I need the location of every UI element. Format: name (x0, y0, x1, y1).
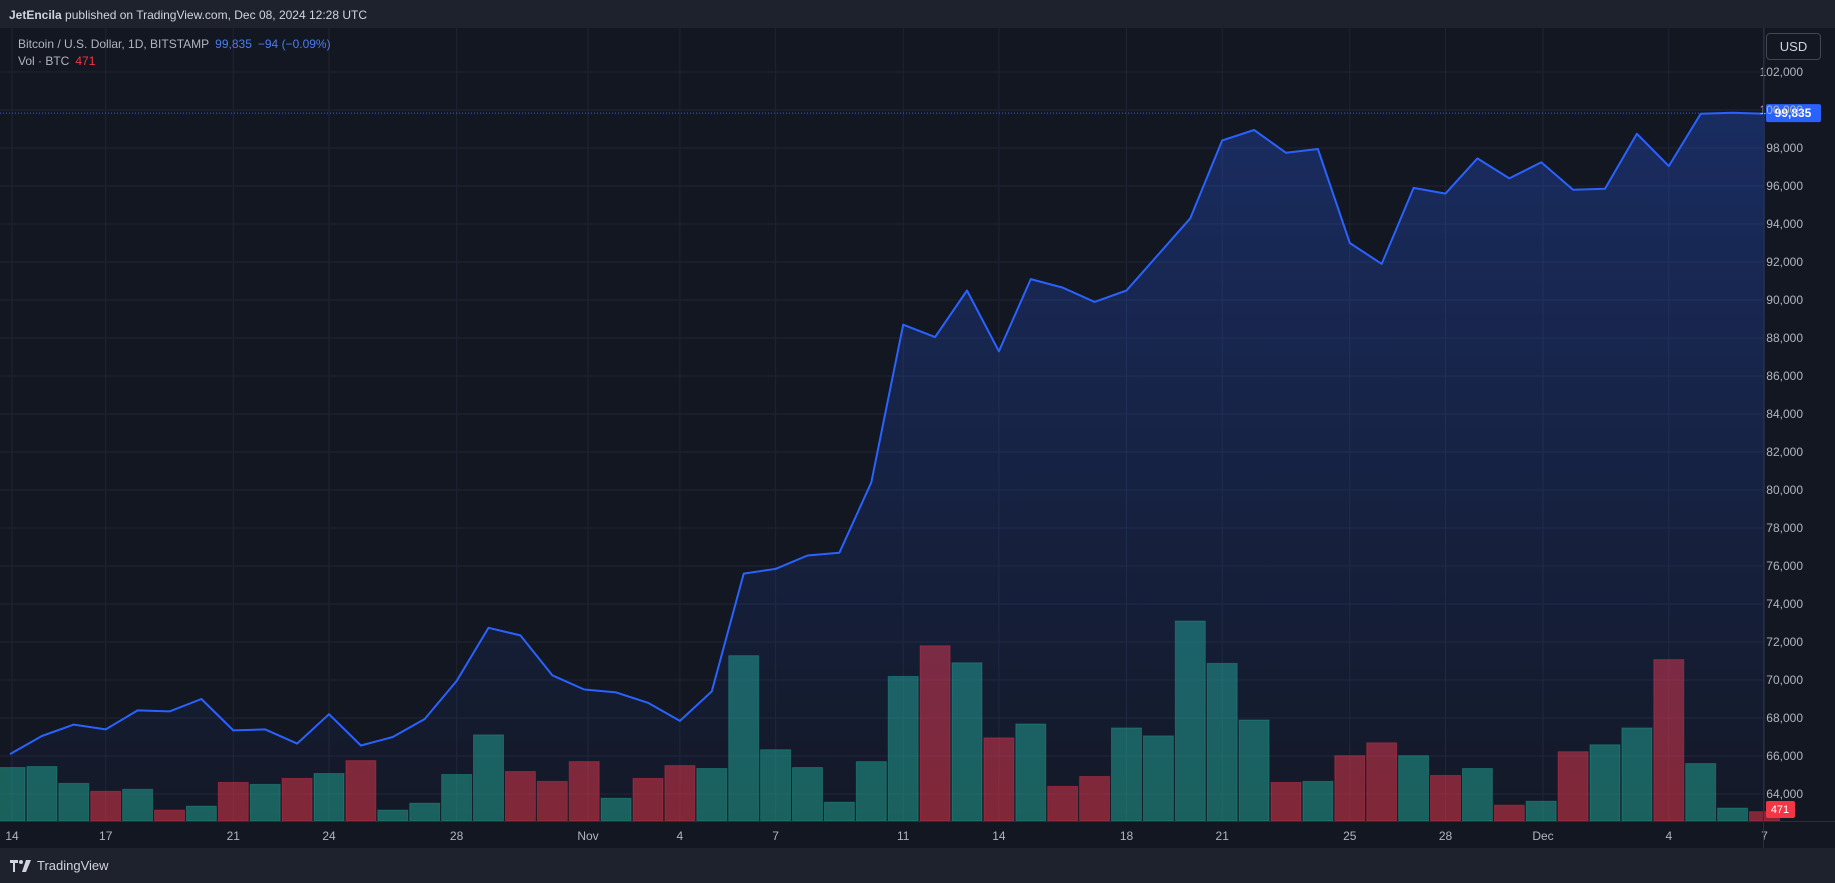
y-tick-label: 66,000 (1766, 749, 1803, 763)
symbol-title: Bitcoin / U.S. Dollar, 1D, BITSTAMP (18, 37, 210, 51)
y-tick-label: 84,000 (1766, 407, 1803, 421)
tradingview-logo-icon (10, 859, 31, 872)
y-tick-label: 80,000 (1766, 483, 1803, 497)
y-tick-label: 98,000 (1766, 141, 1803, 155)
y-tick-label: 72,000 (1766, 635, 1803, 649)
y-tick-label: 82,000 (1766, 445, 1803, 459)
last-price-label: 99,835 (1775, 106, 1812, 120)
y-tick-label: 90,000 (1766, 293, 1803, 307)
volume-value: 471 (75, 54, 96, 68)
price-area (9, 111, 1765, 822)
y-tick-label: 92,000 (1766, 255, 1803, 269)
price-chart[interactable]: 99,835 471 64,000 66,000 68,000 70,000 72,000… (0, 28, 1835, 848)
y-tick-label: 88,000 (1766, 331, 1803, 345)
x-tick-label: 11 (897, 829, 910, 843)
publisher-info: JetEncila published on TradingView.com, … (9, 8, 367, 22)
y-tick-label: 86,000 (1766, 369, 1803, 383)
y-tick-label: 70,000 (1766, 673, 1803, 687)
volume-row[interactable]: Vol · BTC 471 (18, 53, 331, 70)
x-tick-label: 7 (772, 829, 779, 843)
y-tick-label: 96,000 (1766, 179, 1803, 193)
chart-legend: Bitcoin / U.S. Dollar, 1D, BITSTAMP 99,83… (18, 36, 331, 70)
publish-details: published on TradingView.com, Dec 08, 20… (65, 8, 368, 22)
currency-button[interactable]: USD (1766, 33, 1821, 60)
y-tick-label: 76,000 (1766, 559, 1803, 573)
last-price: 99,835 (215, 37, 252, 51)
chart-pane[interactable]: 99,835 471 64,000 66,000 68,000 70,000 72,000… (0, 28, 1835, 848)
x-tick-label: 28 (450, 829, 464, 843)
x-tick-label: 28 (1439, 829, 1453, 843)
x-tick-label: 25 (1343, 829, 1357, 843)
tradingview-logo[interactable]: TradingView (10, 858, 109, 873)
y-tick-label: 102,000 (1760, 65, 1804, 79)
x-tick-label: 4 (677, 829, 684, 843)
x-tick-label: 7 (1761, 829, 1768, 843)
volume-label: Vol · BTC (18, 54, 70, 68)
price-area-fill (10, 112, 1765, 822)
x-tick-label: 14 (992, 829, 1006, 843)
symbol-row[interactable]: Bitcoin / U.S. Dollar, 1D, BITSTAMP 99,83… (18, 36, 331, 53)
y-tick-label: 100,000 (1760, 103, 1804, 117)
x-tick-label: 21 (227, 829, 241, 843)
y-tick-label: 78,000 (1766, 521, 1803, 535)
price-line-overlay: 99,835 471 (0, 104, 1821, 818)
last-volume-label: 471 (1771, 804, 1789, 816)
last-volume-badge (1766, 801, 1795, 818)
x-tick-label: 4 (1665, 829, 1672, 843)
x-tick-label: 14 (5, 829, 19, 843)
y-tick-label: 94,000 (1766, 217, 1803, 231)
x-tick-label: 17 (99, 829, 113, 843)
footer-bar: TradingView (0, 848, 1835, 883)
brand-name: TradingView (37, 858, 109, 873)
price-line (9, 111, 1765, 755)
y-tick-label: 74,000 (1766, 597, 1803, 611)
x-tick-label: 21 (1216, 829, 1230, 843)
x-tick-label: Nov (577, 829, 598, 843)
x-tick-label: 24 (322, 829, 336, 843)
x-tick-label: Dec (1532, 829, 1553, 843)
x-tick-label: 18 (1120, 829, 1134, 843)
price-change: −94 (−0.09%) (257, 37, 331, 51)
axes: 64,000 66,000 68,000 70,000 72,000 74,000 76,0… (0, 28, 1835, 848)
last-price-badge (1766, 104, 1821, 123)
author-name[interactable]: JetEncila (9, 8, 62, 22)
publisher-bar: JetEncila published on TradingView.com, … (0, 0, 1835, 28)
y-tick-label: 64,000 (1766, 787, 1803, 801)
y-tick-label: 68,000 (1766, 711, 1803, 725)
